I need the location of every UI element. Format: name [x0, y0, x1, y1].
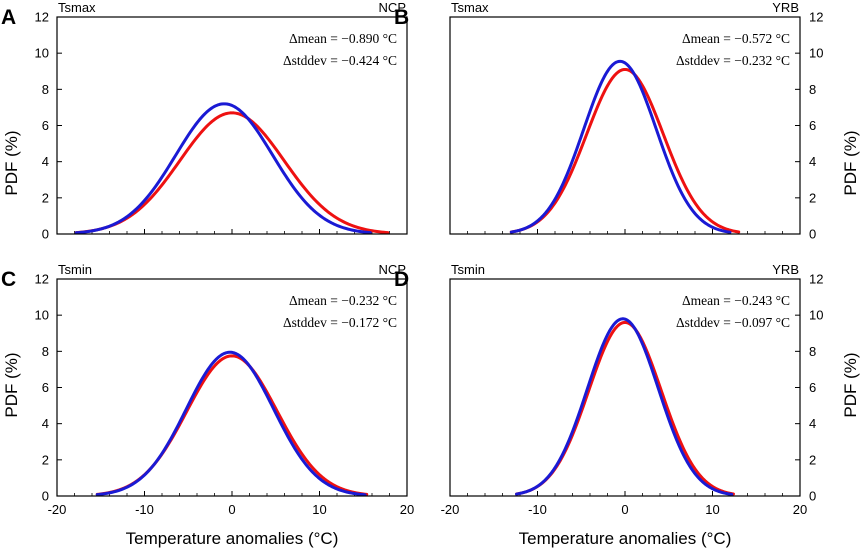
y-tick-label: 12 [809, 10, 823, 25]
pdf-curve-red [74, 111, 390, 235]
y-axis-label-left-bottom: PDF (%) [2, 352, 21, 417]
y-tick-label: 10 [809, 308, 823, 323]
plot-frame [56, 16, 408, 235]
panel-c: -20 -10 0 10 20 0 2 4 6 8 10 12 Tsmin NCP C Δmean = −0.… [1, 262, 414, 517]
panels: 0 2 4 6 8 10 12 Tsmax NCP A Δmean = −0.890 °C Δstdd… [1, 0, 823, 517]
x-tick-label: -10 [135, 502, 154, 517]
pdf-curve-red [509, 67, 741, 234]
pdf-curve-blue [509, 59, 732, 234]
y-tick-label: 10 [809, 46, 823, 61]
stat-annotation: Δstddev = −0.424 °C [283, 53, 397, 68]
y-tick-label: 10 [35, 46, 49, 61]
y-tick-label: 8 [42, 82, 49, 97]
panel-b: 0 2 4 6 8 10 12 Tsmax YRB B Δmean = −0.572 °C Δstdd… [394, 0, 823, 242]
y-tick-label: 0 [42, 227, 49, 242]
pdf-curve-blue [515, 317, 734, 496]
plot-frame [449, 16, 801, 235]
y-tick-label: 0 [42, 489, 49, 504]
y-tick-label: 12 [35, 10, 49, 25]
y-tick-label: 4 [42, 416, 49, 431]
stat-annotation: Δmean = −0.243 °C [682, 293, 790, 308]
y-tick-label: 6 [809, 380, 816, 395]
y-tick-label: 2 [809, 452, 816, 467]
y-tick-label: 4 [809, 154, 816, 169]
y-tick-label: 2 [42, 452, 49, 467]
y-tick-label: 10 [35, 308, 49, 323]
panel-letter: B [394, 6, 409, 29]
y-axis-label-right-top: PDF (%) [841, 130, 860, 195]
y-axis-label-left-top: PDF (%) [2, 130, 21, 195]
y-tick-label: 4 [809, 416, 816, 431]
x-tick-label: 0 [228, 502, 235, 517]
y-tick-label: 8 [42, 344, 49, 359]
x-axis-label-left: Temperature anomalies (°C) [126, 529, 339, 548]
y-tick-label: 8 [809, 344, 816, 359]
pdf-curve-red [95, 354, 369, 496]
y-tick-label: 2 [809, 190, 816, 205]
x-tick-label: -20 [441, 502, 460, 517]
panel-a: 0 2 4 6 8 10 12 Tsmax NCP A Δmean = −0.890 °C Δstdd… [1, 0, 408, 242]
y-tick-label: 6 [42, 380, 49, 395]
y-tick-label: 4 [42, 154, 49, 169]
x-axis-label-right: Temperature anomalies (°C) [519, 529, 732, 548]
panel-left-title: Tsmin [451, 262, 485, 277]
stat-annotation: Δmean = −0.232 °C [289, 293, 397, 308]
panel-letter: A [1, 6, 16, 29]
x-tick-label: 0 [621, 502, 628, 517]
stat-annotation: Δstddev = −0.097 °C [676, 315, 790, 330]
y-tick-label: 6 [42, 118, 49, 133]
y-tick-label: 2 [42, 190, 49, 205]
y-tick-label: 12 [35, 272, 49, 287]
panel-left-title: Tsmax [58, 0, 96, 15]
stat-annotation: Δstddev = −0.232 °C [676, 53, 790, 68]
y-tick-label: 8 [809, 82, 816, 97]
y-tick-label: 0 [809, 489, 816, 504]
plot-frame [56, 278, 408, 497]
y-tick-label: 6 [809, 118, 816, 133]
panel-right-title: NCP [379, 0, 406, 15]
panel-letter: D [394, 268, 409, 291]
y-tick-label: 0 [809, 227, 816, 242]
stat-annotation: Δmean = −0.572 °C [682, 31, 790, 46]
panel-letter: C [1, 268, 16, 291]
panel-left-title: Tsmin [58, 262, 92, 277]
panel-right-title: YRB [772, 0, 799, 15]
y-tick-label: 12 [809, 272, 823, 287]
stat-annotation: Δmean = −0.890 °C [289, 31, 397, 46]
x-tick-label: 20 [793, 502, 807, 517]
x-tick-label: 10 [705, 502, 719, 517]
plot-frame [449, 278, 801, 497]
x-tick-label: 10 [312, 502, 326, 517]
y-axis-label-right-bottom: PDF (%) [841, 352, 860, 417]
panel-right-title: NCP [379, 262, 406, 277]
x-tick-label: -20 [48, 502, 67, 517]
pdf-curve-blue [95, 350, 367, 497]
x-tick-label: -10 [528, 502, 547, 517]
pdf-curve-blue [74, 102, 372, 235]
panel-right-title: YRB [772, 262, 799, 277]
stat-annotation: Δstddev = −0.172 °C [283, 315, 397, 330]
x-tick-label: 20 [400, 502, 414, 517]
panel-left-title: Tsmax [451, 0, 489, 15]
pdf-curve-red [515, 320, 735, 496]
